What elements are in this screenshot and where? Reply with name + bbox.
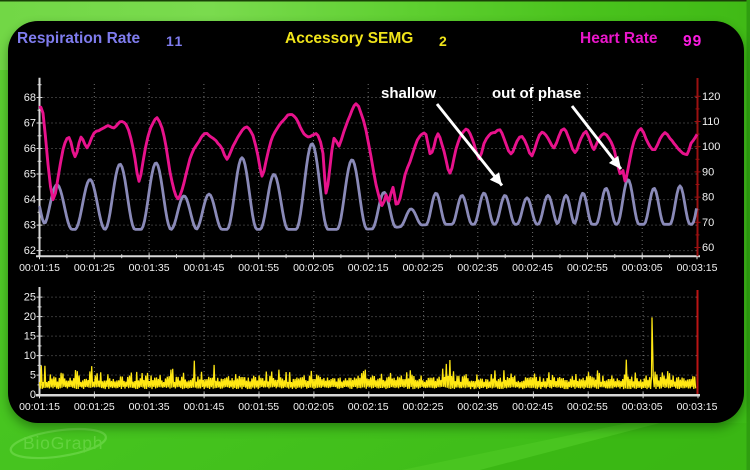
svg-text:67: 67 — [24, 118, 36, 130]
svg-text:00:02:05: 00:02:05 — [293, 401, 334, 413]
svg-text:00:03:05: 00:03:05 — [622, 401, 663, 413]
svg-text:00:02:15: 00:02:15 — [348, 401, 389, 413]
svg-text:00:03:05: 00:03:05 — [622, 262, 663, 274]
svg-text:00:01:25: 00:01:25 — [74, 262, 115, 274]
svg-text:00:02:35: 00:02:35 — [457, 401, 498, 413]
svg-text:00:02:15: 00:02:15 — [348, 262, 389, 274]
svg-text:68: 68 — [24, 92, 36, 104]
svg-text:10: 10 — [24, 350, 36, 362]
svg-text:70: 70 — [702, 217, 714, 229]
svg-text:25: 25 — [24, 292, 36, 304]
svg-text:shallow: shallow — [381, 85, 436, 102]
svg-text:00:02:25: 00:02:25 — [403, 262, 444, 274]
svg-text:00:01:15: 00:01:15 — [19, 401, 60, 413]
svg-text:5: 5 — [30, 370, 36, 382]
svg-text:00:02:35: 00:02:35 — [457, 262, 498, 274]
svg-text:BioGraph: BioGraph — [23, 433, 103, 453]
svg-text:00:01:35: 00:01:35 — [129, 262, 170, 274]
svg-text:20: 20 — [24, 311, 36, 323]
svg-text:00:02:55: 00:02:55 — [567, 262, 608, 274]
svg-text:65: 65 — [24, 169, 36, 181]
svg-text:62: 62 — [24, 245, 36, 257]
svg-text:00:01:35: 00:01:35 — [129, 401, 170, 413]
svg-text:15: 15 — [24, 331, 36, 343]
svg-text:00:01:45: 00:01:45 — [183, 401, 224, 413]
svg-text:00:02:05: 00:02:05 — [293, 262, 334, 274]
svg-text:00:02:25: 00:02:25 — [403, 401, 444, 413]
svg-text:00:01:55: 00:01:55 — [238, 401, 279, 413]
svg-text:00:01:25: 00:01:25 — [74, 401, 115, 413]
svg-text:00:03:15: 00:03:15 — [677, 401, 718, 413]
svg-text:00:01:15: 00:01:15 — [19, 262, 60, 274]
svg-text:90: 90 — [702, 166, 714, 178]
svg-text:0: 0 — [30, 389, 36, 401]
svg-text:100: 100 — [702, 141, 720, 153]
svg-text:00:02:45: 00:02:45 — [512, 262, 553, 274]
svg-text:64: 64 — [24, 194, 36, 206]
svg-text:60: 60 — [702, 242, 714, 254]
svg-text:110: 110 — [702, 116, 720, 128]
svg-text:00:01:55: 00:01:55 — [238, 262, 279, 274]
svg-text:out of phase: out of phase — [492, 85, 581, 102]
svg-text:00:02:55: 00:02:55 — [567, 401, 608, 413]
svg-text:00:02:45: 00:02:45 — [512, 401, 553, 413]
svg-text:80: 80 — [702, 192, 714, 204]
svg-text:66: 66 — [24, 143, 36, 155]
svg-text:120: 120 — [702, 91, 720, 103]
svg-text:00:03:15: 00:03:15 — [677, 262, 718, 274]
svg-text:00:01:45: 00:01:45 — [183, 262, 224, 274]
svg-text:63: 63 — [24, 220, 36, 232]
